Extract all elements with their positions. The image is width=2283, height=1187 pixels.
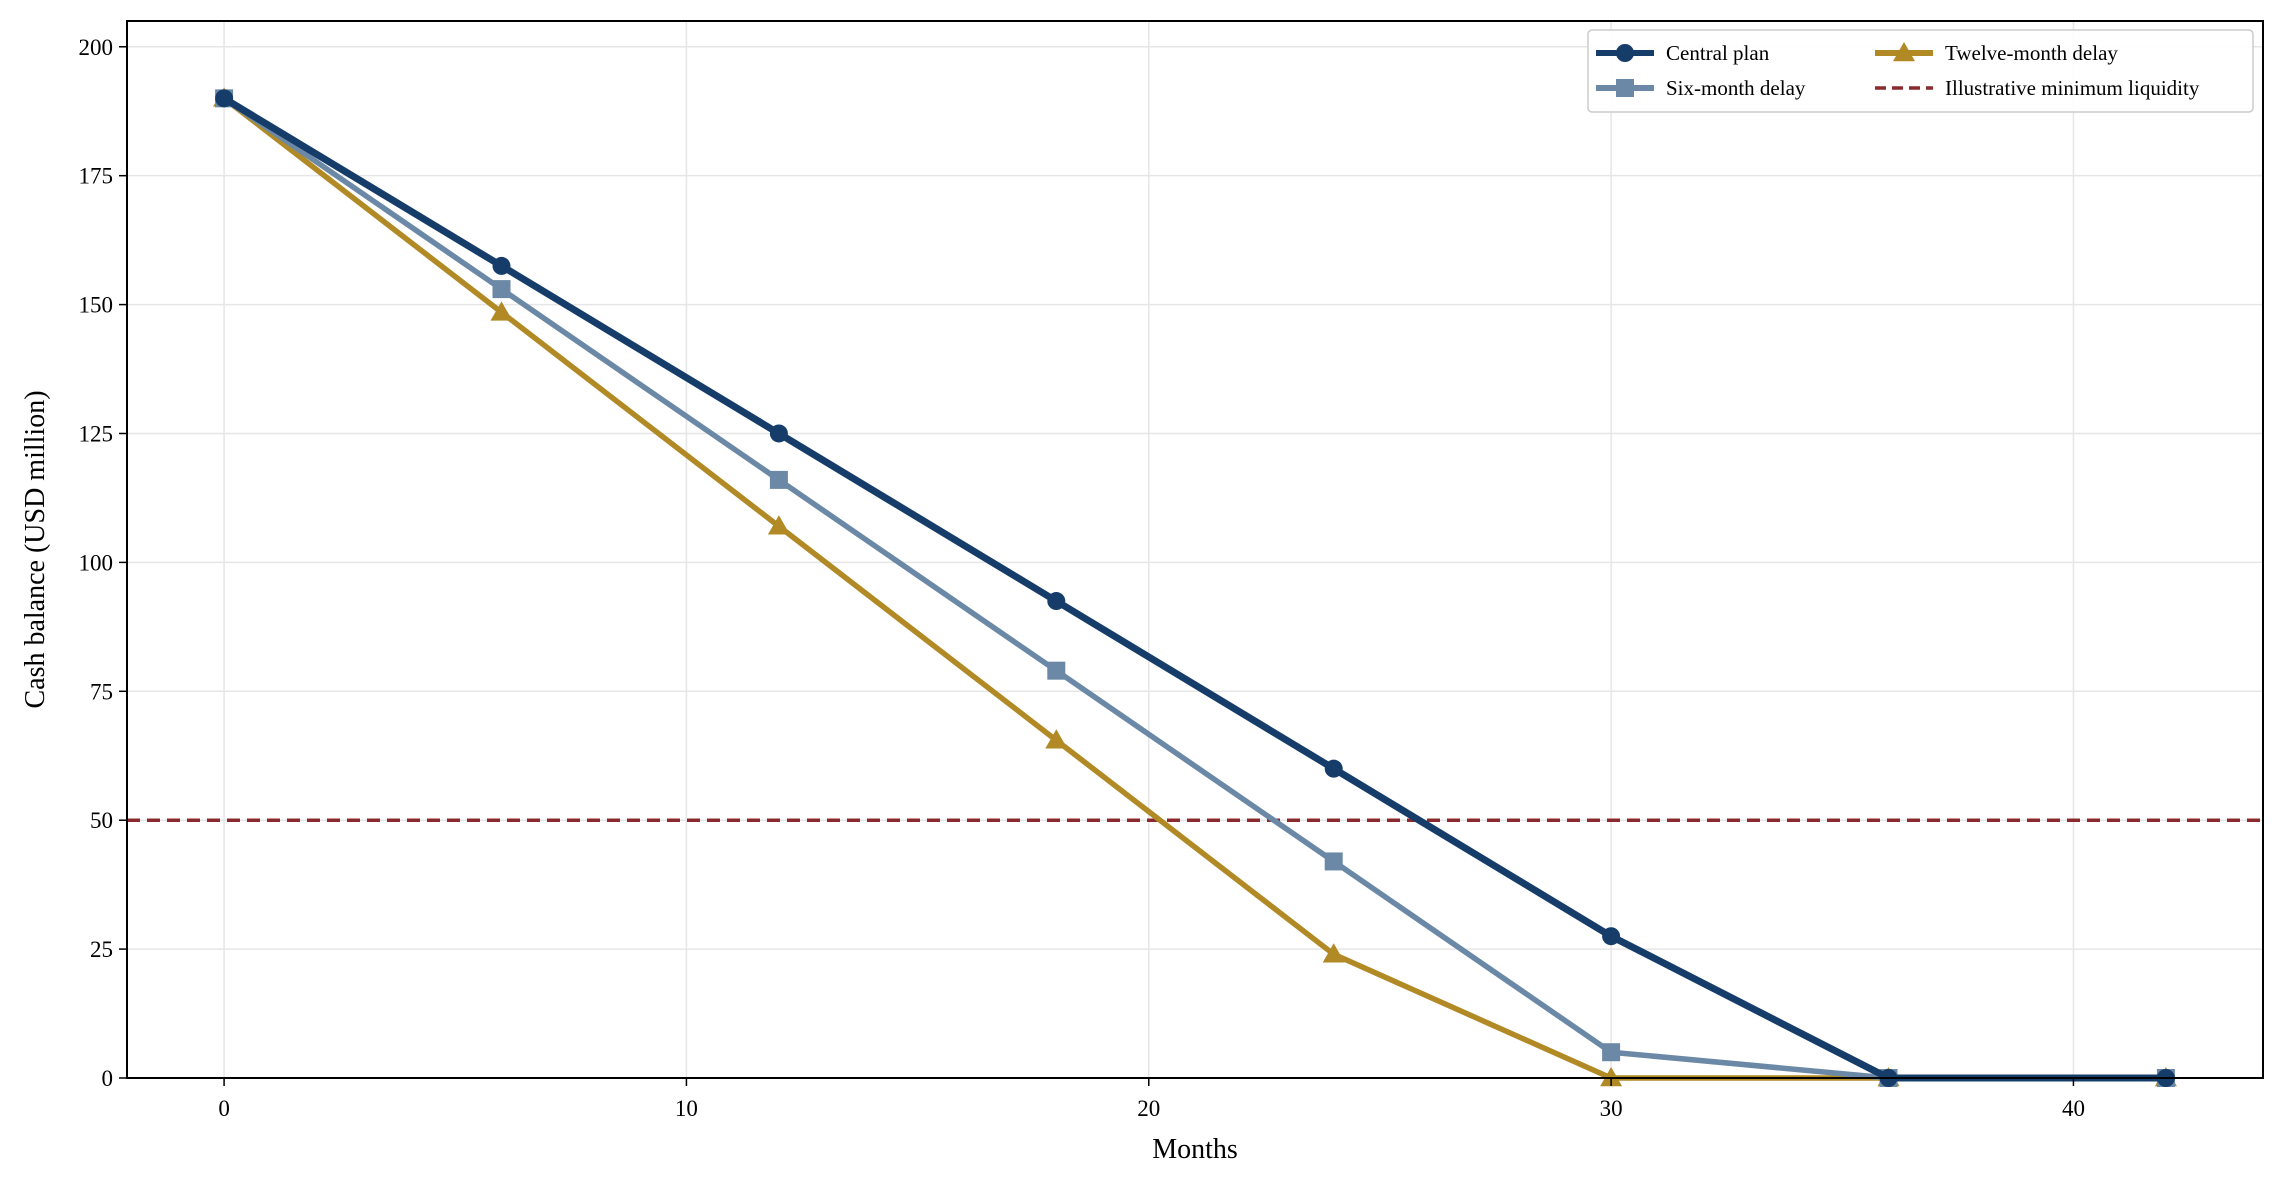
x-tick-label: 10 [675, 1096, 698, 1121]
y-tick-label: 75 [90, 679, 113, 704]
data-point [1602, 927, 1621, 946]
data-point [767, 515, 790, 535]
legend: Central plan Six-month delay Twelve-month … [1587, 29, 2254, 113]
data-point [215, 89, 234, 108]
y-tick-label: 150 [79, 293, 114, 318]
x-tick-label: 40 [2062, 1096, 2085, 1121]
series-central-plan [215, 89, 2175, 1087]
legend-label: Twelve-month delay [1945, 41, 2118, 65]
legend-entry: Six-month delay [1596, 76, 1806, 100]
data-point [490, 301, 513, 321]
legend-marker [1616, 79, 1634, 97]
legend-label: Central plan [1666, 41, 1770, 65]
x-axis-label: Months [1152, 1134, 1238, 1165]
x-tick-label: 20 [1137, 1096, 1160, 1121]
data-point [492, 280, 511, 299]
data-point [492, 256, 511, 275]
x-tick-label: 0 [218, 1096, 230, 1121]
series-line [220, 94, 2170, 1082]
y-tick-label: 125 [79, 421, 114, 446]
data-point [769, 424, 788, 443]
data-point [1602, 1043, 1621, 1062]
y-tick-label: 50 [90, 808, 113, 833]
y-tick-label: 175 [79, 164, 114, 189]
data-point [1324, 759, 1343, 778]
y-tick-label: 100 [79, 550, 114, 575]
x-axis: 0 10 20 30 40 [218, 1078, 2085, 1121]
legend-label: Six-month delay [1666, 76, 1806, 100]
data-point [1045, 729, 1068, 749]
x-tick-label: 30 [1600, 1096, 1623, 1121]
legend-label: Illustrative minimum liquidity [1945, 76, 2200, 100]
legend-entry: Central plan [1596, 41, 1770, 65]
data-point [1047, 661, 1066, 680]
legend-marker [1893, 42, 1915, 62]
legend-marker [1616, 44, 1634, 62]
data-point [1324, 852, 1343, 871]
y-axis: 0 25 50 75 100 125 150 175 200 [79, 35, 127, 1091]
data-point [1600, 1067, 1623, 1087]
y-axis-label: Cash balance (USD million) [20, 390, 51, 708]
grid [127, 21, 2263, 1079]
data-point [1322, 943, 1345, 963]
data-point [1047, 592, 1066, 611]
y-tick-label: 25 [90, 937, 113, 962]
legend-entry: Twelve-month delay [1875, 41, 2118, 65]
data-point [769, 470, 788, 489]
y-tick-label: 0 [102, 1066, 114, 1091]
plot-frame [126, 20, 2264, 1079]
y-tick-label: 200 [79, 35, 114, 60]
legend-entry: Illustrative minimum liquidity [1875, 76, 2200, 100]
legend-box [1587, 29, 2254, 113]
series-line [221, 95, 2169, 1081]
